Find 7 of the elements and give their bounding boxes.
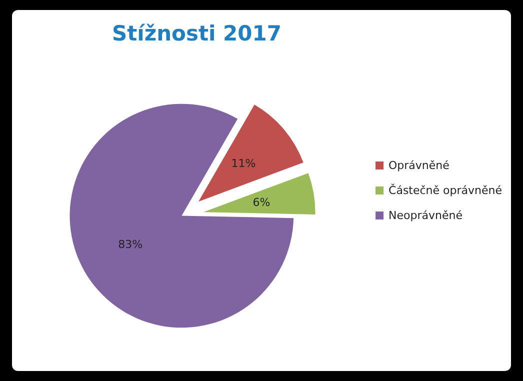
legend-label: Částečně oprávněné: [388, 183, 502, 197]
data-label: 83%: [118, 238, 143, 252]
data-label: 11%: [231, 157, 256, 170]
legend-label: Oprávněné: [388, 159, 450, 172]
chart-title: Stížnosti 2017: [112, 22, 282, 46]
legend-label: Neoprávněné: [388, 209, 463, 222]
data-label: 6%: [252, 196, 270, 209]
